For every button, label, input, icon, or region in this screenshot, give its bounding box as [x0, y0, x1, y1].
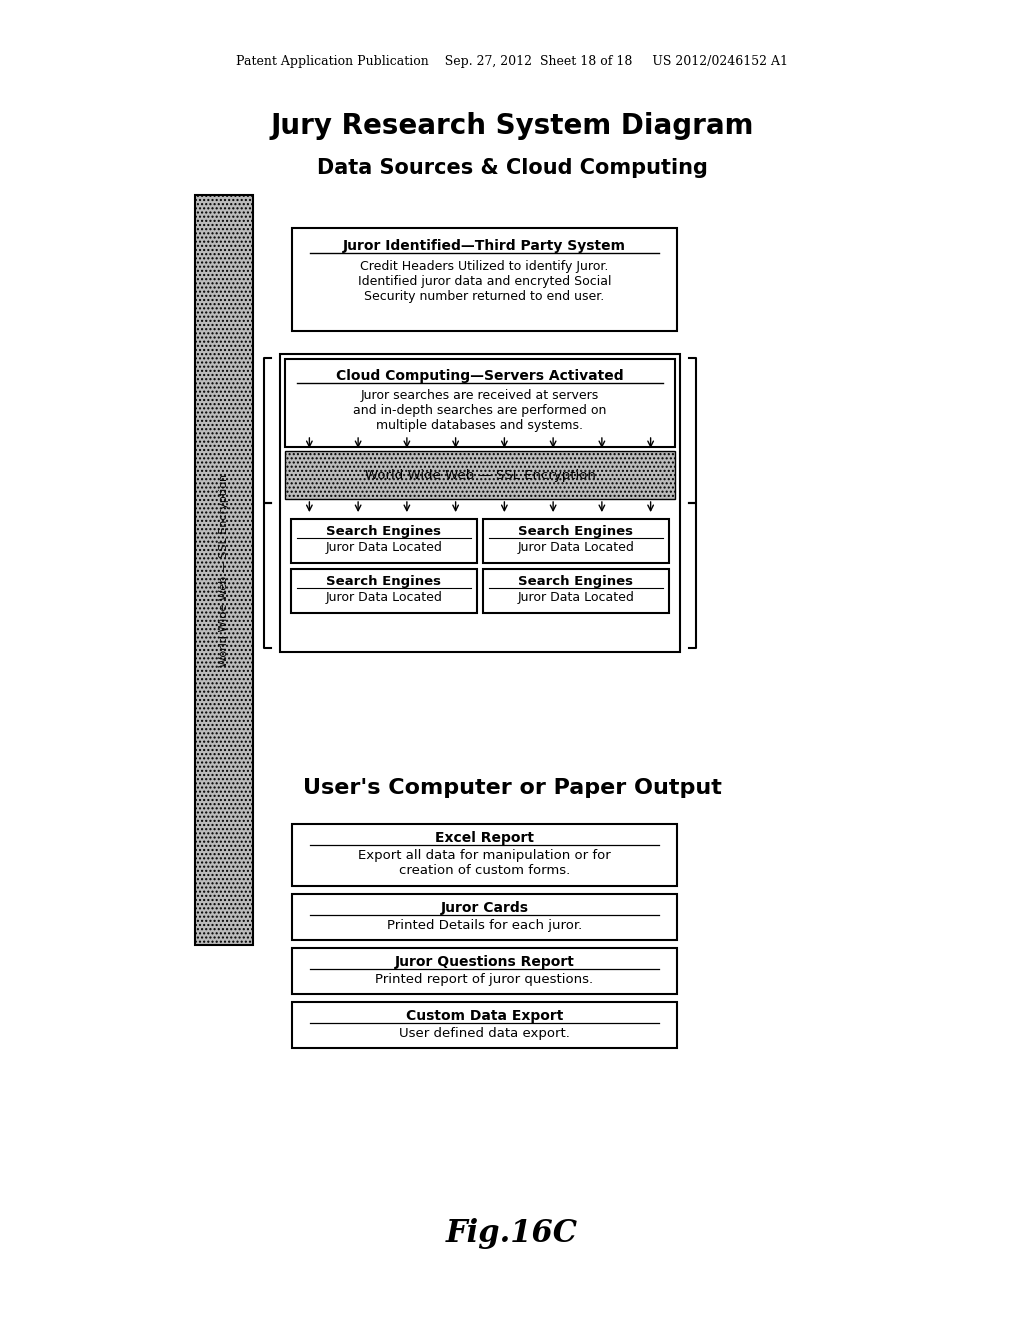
- Text: Search Engines: Search Engines: [327, 576, 441, 587]
- Text: Custom Data Export: Custom Data Export: [406, 1008, 563, 1023]
- Bar: [285, 451, 675, 499]
- Text: User's Computer or Paper Output: User's Computer or Paper Output: [302, 777, 722, 799]
- Bar: [292, 948, 677, 994]
- Text: Juror searches are received at servers
and in-depth searches are performed on
mu: Juror searches are received at servers a…: [353, 389, 606, 432]
- Text: Juror Data Located: Juror Data Located: [326, 591, 442, 605]
- Text: World Wide Web — SSL Encryption: World Wide Web — SSL Encryption: [365, 469, 595, 482]
- Bar: [292, 228, 677, 331]
- Text: Credit Headers Utilized to identify Juror.
Identified juror data and encryted So: Credit Headers Utilized to identify Juro…: [357, 260, 611, 304]
- Bar: [285, 359, 675, 447]
- Bar: [280, 354, 680, 652]
- Bar: [292, 824, 677, 886]
- Text: Printed report of juror questions.: Printed report of juror questions.: [376, 973, 594, 986]
- Text: Juror Identified—Third Party System: Juror Identified—Third Party System: [343, 239, 626, 253]
- Text: Search Engines: Search Engines: [518, 576, 634, 587]
- Text: Juror Data Located: Juror Data Located: [517, 591, 635, 605]
- Text: Excel Report: Excel Report: [435, 832, 534, 845]
- Text: Export all data for manipulation or for
creation of custom forms.: Export all data for manipulation or for …: [358, 849, 611, 876]
- Bar: [195, 195, 253, 945]
- Text: Juror Cards: Juror Cards: [440, 902, 528, 915]
- Text: Data Sources & Cloud Computing: Data Sources & Cloud Computing: [316, 158, 708, 178]
- Text: Search Engines: Search Engines: [327, 525, 441, 539]
- Bar: [291, 519, 477, 564]
- Text: Printed Details for each juror.: Printed Details for each juror.: [387, 919, 582, 932]
- Bar: [292, 894, 677, 940]
- Text: Jury Research System Diagram: Jury Research System Diagram: [270, 112, 754, 140]
- Bar: [483, 569, 669, 612]
- Text: Patent Application Publication    Sep. 27, 2012  Sheet 18 of 18     US 2012/0246: Patent Application Publication Sep. 27, …: [236, 55, 788, 69]
- Text: Juror Questions Report: Juror Questions Report: [394, 954, 574, 969]
- Bar: [483, 519, 669, 564]
- Text: World Wide Web — SSL Encryption: World Wide Web — SSL Encryption: [219, 474, 229, 667]
- Text: User defined data export.: User defined data export.: [399, 1027, 570, 1040]
- Text: Juror Data Located: Juror Data Located: [517, 541, 635, 554]
- Text: Cloud Computing—Servers Activated: Cloud Computing—Servers Activated: [336, 370, 624, 383]
- Bar: [292, 1002, 677, 1048]
- Bar: [291, 569, 477, 612]
- Text: Search Engines: Search Engines: [518, 525, 634, 539]
- Text: Juror Data Located: Juror Data Located: [326, 541, 442, 554]
- Text: Fig.16C: Fig.16C: [446, 1218, 578, 1249]
